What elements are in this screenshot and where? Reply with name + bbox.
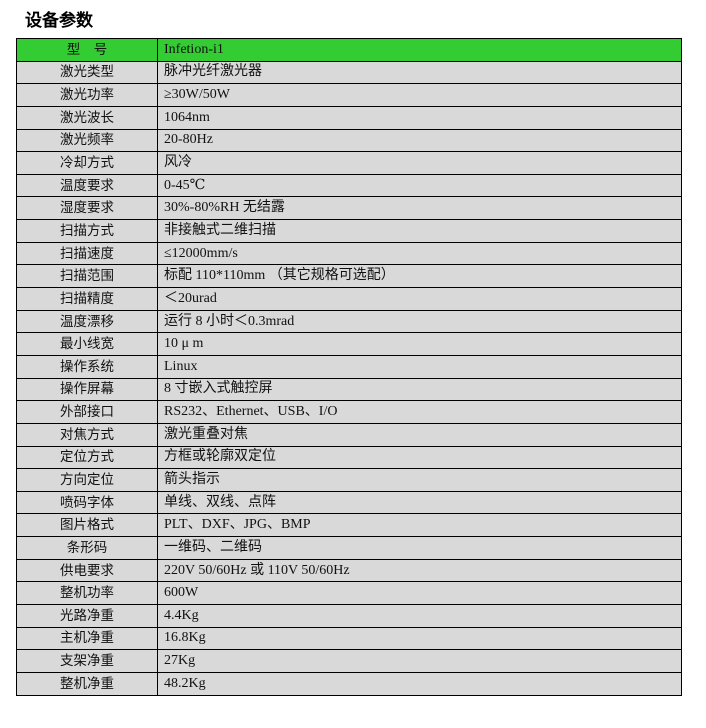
param-value: 1064nm (157, 105, 682, 130)
table-row: 激光类型 脉冲光纤激光器 (16, 60, 682, 85)
table-row: 温度要求 0-45℃ (16, 173, 682, 198)
param-value: 运行 8 小时＜0.3mrad (157, 309, 682, 334)
table-row: 扫描方式 非接触式二维扫描 (16, 219, 682, 243)
param-value: 非接触式二维扫描 (157, 219, 682, 243)
param-name: 操作屏幕 (16, 377, 158, 402)
param-name: 温度要求 (16, 173, 158, 198)
param-name: 温度漂移 (16, 309, 158, 334)
param-value: 风冷 (157, 151, 682, 175)
spec-table: 型 号 Infetion-i1 激光类型 脉冲光纤激光器 激光功率 ≥30W/50W 激光波… (16, 38, 682, 696)
param-name: 扫描精度 (16, 287, 158, 311)
param-name: 整机净重 (16, 671, 158, 696)
table-row: 喷码字体 单线、双线、点阵 (16, 490, 682, 515)
table-row: 扫描范围 标配 110*110mm （其它规格可选配） (16, 264, 682, 289)
table-row: 外部接口 RS232、Ethernet、USB、I/O (16, 400, 682, 424)
param-name: 条形码 (16, 536, 158, 560)
table-row: 主机净重 16.8Kg (16, 626, 682, 651)
param-value: 激光重叠对焦 (157, 422, 682, 447)
param-value: 10 μ m (157, 332, 682, 356)
table-row: 供电要求 220V 50/60Hz 或 110V 50/60Hz (16, 558, 682, 583)
param-name: 操作系统 (16, 354, 158, 379)
param-name: 外部接口 (16, 400, 158, 424)
param-value: 30%-80%RH 无结露 (157, 196, 682, 221)
param-value: 16.8Kg (157, 626, 682, 651)
table-row: 扫描速度 ≤12000mm/s (16, 241, 682, 266)
param-value: 一维码、二维码 (157, 536, 682, 560)
param-value: 4.4Kg (157, 604, 682, 628)
table-row: 方向定位 箭头指示 (16, 468, 682, 492)
param-name: 激光波长 (16, 105, 158, 130)
param-value: ≥30W/50W (157, 83, 682, 107)
param-value: 600W (157, 581, 682, 606)
param-name: 对焦方式 (16, 422, 158, 447)
table-row: 温度漂移 运行 8 小时＜0.3mrad (16, 309, 682, 334)
table-row: 最小线宽 10 μ m (16, 332, 682, 356)
param-name: 激光频率 (16, 128, 158, 153)
param-name: 光路净重 (16, 604, 158, 628)
param-name: 方向定位 (16, 468, 158, 492)
param-name: 湿度要求 (16, 196, 158, 221)
param-value: RS232、Ethernet、USB、I/O (157, 400, 682, 424)
table-row: 整机功率 600W (16, 581, 682, 606)
table-header-row: 型 号 Infetion-i1 (16, 38, 682, 62)
table-row: 激光频率 20-80Hz (16, 128, 682, 153)
param-name: 扫描范围 (16, 264, 158, 289)
table-row: 操作屏幕 8 寸嵌入式触控屏 (16, 377, 682, 402)
section-title: 设备参数 (25, 11, 93, 31)
param-value: 48.2Kg (157, 671, 682, 696)
param-name: 型 号 (16, 38, 158, 62)
param-value: PLT、DXF、JPG、BMP (157, 513, 682, 538)
param-value: 20-80Hz (157, 128, 682, 153)
param-value: 标配 110*110mm （其它规格可选配） (157, 264, 682, 289)
table-row: 支架净重 27Kg (16, 649, 682, 673)
param-value: 220V 50/60Hz 或 110V 50/60Hz (157, 558, 682, 583)
table-row: 定位方式 方框或轮廓双定位 (16, 445, 682, 470)
param-name: 扫描方式 (16, 219, 158, 243)
param-name: 扫描速度 (16, 241, 158, 266)
param-name: 供电要求 (16, 558, 158, 583)
param-value: 方框或轮廓双定位 (157, 445, 682, 470)
param-value: 箭头指示 (157, 468, 682, 492)
table-row: 扫描精度 ＜20urad (16, 287, 682, 311)
table-row: 操作系统 Linux (16, 354, 682, 379)
param-value: 27Kg (157, 649, 682, 673)
param-value: 0-45℃ (157, 173, 682, 198)
param-name: 喷码字体 (16, 490, 158, 515)
table-row: 对焦方式 激光重叠对焦 (16, 422, 682, 447)
param-name: 图片格式 (16, 513, 158, 538)
param-name: 激光功率 (16, 83, 158, 107)
param-name: 激光类型 (16, 60, 158, 85)
param-value: Linux (157, 354, 682, 379)
param-name: 定位方式 (16, 445, 158, 470)
param-value: 单线、双线、点阵 (157, 490, 682, 515)
param-name: 整机功率 (16, 581, 158, 606)
param-value: 脉冲光纤激光器 (157, 60, 682, 85)
param-value: Infetion-i1 (157, 38, 682, 62)
table-row: 图片格式 PLT、DXF、JPG、BMP (16, 513, 682, 538)
param-name: 最小线宽 (16, 332, 158, 356)
table-row: 光路净重 4.4Kg (16, 604, 682, 628)
param-name: 冷却方式 (16, 151, 158, 175)
table-row: 激光功率 ≥30W/50W (16, 83, 682, 107)
param-name: 主机净重 (16, 626, 158, 651)
table-row: 冷却方式 风冷 (16, 151, 682, 175)
table-row: 整机净重 48.2Kg (16, 671, 682, 696)
param-name: 支架净重 (16, 649, 158, 673)
param-value: ≤12000mm/s (157, 241, 682, 266)
table-row: 湿度要求 30%-80%RH 无结露 (16, 196, 682, 221)
param-value: ＜20urad (157, 287, 682, 311)
param-value: 8 寸嵌入式触控屏 (157, 377, 682, 402)
table-row: 激光波长 1064nm (16, 105, 682, 130)
table-row: 条形码 一维码、二维码 (16, 536, 682, 560)
